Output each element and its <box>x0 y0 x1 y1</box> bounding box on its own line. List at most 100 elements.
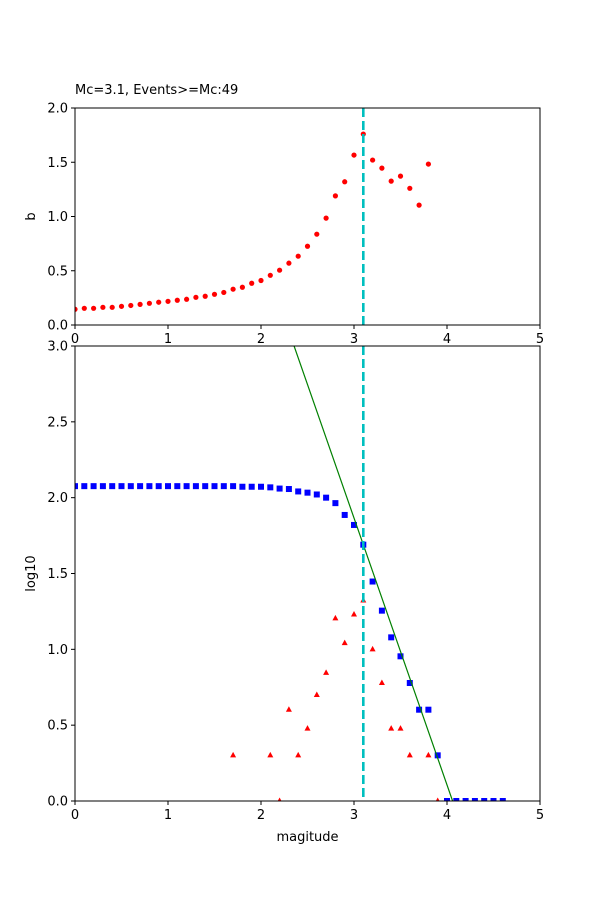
axes-2: 0 1 2 3 4 5 0.0 0.5 1.0 1.5 2.0 2.5 3.0 magitude log10 <box>24 340 544 846</box>
data-point <box>342 179 348 185</box>
data-point <box>220 483 227 490</box>
data-point <box>462 798 469 801</box>
data-point <box>127 483 134 490</box>
data-point <box>192 483 199 490</box>
chart-title: Mc=3.1, Events>=Mc:49 <box>75 83 238 98</box>
axes-1: 0 1 2 3 4 5 0.0 0.5 1.0 1.5 2.0 Mc=3.1, Events>=Mc:… <box>24 83 544 347</box>
data-point <box>397 173 404 179</box>
data-point <box>146 483 153 490</box>
data-point <box>406 751 413 758</box>
data-point <box>332 614 339 621</box>
y-axis-label: b <box>24 212 39 220</box>
data-point <box>285 706 292 712</box>
data-point <box>388 178 394 184</box>
data-point <box>444 798 450 801</box>
data-point <box>91 305 97 311</box>
data-point <box>295 488 302 495</box>
data-point <box>109 304 115 310</box>
data-point <box>118 303 125 309</box>
data-point <box>351 152 357 158</box>
data-point <box>258 277 264 284</box>
data-point <box>351 521 357 528</box>
x-tick-label: 4 <box>443 808 451 823</box>
plot-area <box>75 346 506 801</box>
data-point <box>137 483 144 490</box>
data-point <box>313 691 320 697</box>
data-point <box>369 578 376 585</box>
data-point <box>397 653 404 660</box>
data-point <box>174 483 181 490</box>
data-point <box>230 751 237 758</box>
y-tick-label: 3.0 <box>47 340 68 355</box>
x-tick-label: 3 <box>350 332 358 347</box>
data-point <box>304 489 311 496</box>
y-tick-label: 1.0 <box>47 643 68 658</box>
data-point <box>490 798 497 801</box>
data-point <box>285 486 292 493</box>
data-point <box>277 267 283 273</box>
fit-line <box>293 346 454 801</box>
data-point <box>388 725 395 731</box>
data-point <box>369 645 376 652</box>
data-point <box>397 725 404 731</box>
data-point <box>425 751 432 758</box>
data-point <box>230 286 236 292</box>
data-point <box>277 797 282 801</box>
data-point <box>378 679 385 686</box>
data-point <box>323 669 330 675</box>
data-point <box>128 302 134 309</box>
data-point <box>165 298 171 304</box>
y-tick-label: 0.0 <box>47 319 68 334</box>
data-point <box>146 300 152 306</box>
plot-area <box>75 108 431 325</box>
x-tick-label: 3 <box>350 808 358 823</box>
data-point <box>341 511 348 518</box>
data-point <box>471 798 478 801</box>
data-point <box>230 483 237 490</box>
data-point <box>239 483 246 490</box>
x-tick-label: 5 <box>536 332 544 347</box>
x-tick-label: 4 <box>443 332 451 347</box>
data-point <box>435 797 440 801</box>
data-point <box>481 798 488 801</box>
y-tick-label: 2.0 <box>47 102 68 117</box>
data-point <box>137 301 143 307</box>
data-point <box>351 610 357 617</box>
x-tick-label: 1 <box>164 808 172 823</box>
data-point <box>221 289 227 296</box>
y-tick-label: 1.0 <box>47 210 68 225</box>
data-point <box>174 297 180 303</box>
data-point <box>332 193 338 199</box>
data-point <box>248 483 255 490</box>
data-point <box>118 483 125 490</box>
data-point <box>90 483 97 490</box>
data-point <box>239 284 245 290</box>
data-point <box>323 215 329 221</box>
data-point <box>341 639 348 646</box>
data-point <box>434 752 441 759</box>
data-point <box>323 494 330 501</box>
x-tick-label: 1 <box>164 332 172 347</box>
data-point <box>211 483 218 490</box>
data-point <box>249 280 255 286</box>
x-tick-label: 2 <box>257 808 265 823</box>
data-point <box>109 483 116 490</box>
data-point <box>267 272 273 278</box>
data-point <box>332 500 339 507</box>
data-point <box>184 296 190 302</box>
data-point <box>304 725 311 731</box>
data-point <box>75 483 78 490</box>
data-point <box>267 484 274 491</box>
data-point <box>202 483 209 490</box>
data-point <box>155 483 162 490</box>
axes-frame <box>74 345 541 802</box>
data-point <box>304 243 311 249</box>
x-tick-label: 0 <box>71 808 79 823</box>
data-point <box>211 291 218 297</box>
data-point <box>416 706 423 713</box>
data-point <box>425 161 431 167</box>
data-point <box>453 798 460 801</box>
data-point <box>267 751 274 758</box>
